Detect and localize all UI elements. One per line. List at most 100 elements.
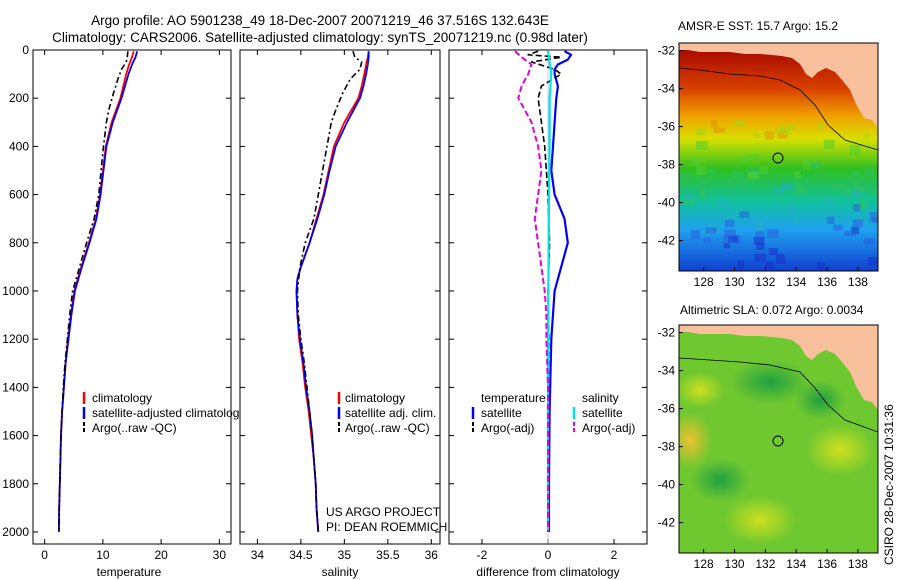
- figure-title-line-2: Climatology: CARS2006. Satellite-adjuste…: [52, 30, 588, 45]
- y-tick-label: 1400: [2, 380, 29, 394]
- credit-timestamp: CSIRO 28-Dec-2007 10:31:36: [882, 404, 896, 565]
- sst-pixel: [826, 216, 835, 224]
- sst-pixel: [718, 198, 725, 208]
- x-tick-label: 35.5: [376, 548, 400, 562]
- sst-pixel: [777, 131, 788, 139]
- sst-pixel: [862, 133, 870, 139]
- sst-pixel: [810, 161, 822, 169]
- map-y-tick-label: -36: [658, 120, 676, 134]
- sst-pixel: [867, 238, 875, 245]
- difference-x-label: difference from climatology: [476, 565, 619, 579]
- temperature-profile-panel: 0 10 20 30 0 200 400 600 800 1000 1200 1400 1600 180…: [2, 43, 245, 579]
- map-y-tick-label: -42: [658, 234, 676, 248]
- sst-pixel: [849, 144, 861, 155]
- project-pi: PI: DEAN ROEMMICH: [326, 520, 447, 534]
- sst-pixel: [773, 187, 784, 194]
- map-y-tick-label: -34: [658, 82, 676, 96]
- sst-pixel: [690, 158, 700, 166]
- map-x-tick-label: 128: [694, 557, 714, 571]
- sst-pixel: [696, 165, 707, 175]
- salinity-profile-panel: 34 34.5 35 35.5 36 salinity climatology sate…: [239, 49, 447, 579]
- difference-legend: temperature satellite Argo(-adj) salinit…: [471, 391, 635, 435]
- map-x-tick-label: 136: [817, 557, 837, 571]
- sst-map-y-ticks: -32 -34 -36 -38 -40 -42: [658, 44, 683, 248]
- temperature-legend: climatology satellite-adjusted climatolo…: [82, 391, 245, 435]
- legend-temperature-heading: temperature: [481, 391, 546, 405]
- sla-map-y-ticks: -32 -34 -36 -38 -40 -42: [658, 326, 683, 530]
- sla-positive-anomaly: [724, 496, 796, 544]
- y-tick-label: 400: [9, 139, 29, 153]
- sst-map-x-ticks: 128 130 132 134 136 138: [694, 267, 868, 289]
- x-tick-label: 2: [611, 548, 618, 562]
- sst-pixel: [765, 261, 775, 270]
- y-tick-label: 2000: [2, 525, 29, 539]
- map-y-tick-label: -40: [658, 478, 676, 492]
- legend-temp-argo-label: Argo(-adj): [481, 421, 534, 435]
- salinity-legend: climatology satellite adj. clim. Argo(..…: [337, 391, 436, 435]
- depth-y-ticks: 0 200 400 600 800 1000 1200 1400 1600 1800 2000: [2, 43, 231, 539]
- sst-pixel: [803, 159, 811, 170]
- sst-pixel: [774, 202, 783, 211]
- y-tick-label: 1200: [2, 332, 29, 346]
- sst-pixel: [695, 140, 708, 150]
- temperature-x-label: temperature: [97, 565, 162, 579]
- sst-pixel: [724, 229, 736, 238]
- map-x-tick-label: 138: [848, 557, 868, 571]
- sst-map-title: AMSR-E SST: 15.7 Argo: 15.2: [678, 19, 839, 33]
- sst-pixel: [733, 171, 744, 179]
- sst-pixel: [787, 123, 796, 130]
- map-y-tick-label: -32: [658, 44, 676, 58]
- sst-pixel: [857, 200, 868, 210]
- x-tick-label: 34.5: [289, 548, 313, 562]
- difference-profile-panel: -2 0 2 difference from climatology tempera…: [448, 49, 648, 579]
- sst-pixel: [768, 248, 778, 256]
- sst-pixel: [734, 120, 745, 127]
- sst-pixel: [707, 168, 716, 175]
- x-tick-label: 35: [338, 548, 352, 562]
- sst-pixel: [823, 198, 834, 205]
- sla-map-frame: [678, 324, 879, 554]
- sst-pixel: [756, 242, 765, 250]
- sst-pixel: [793, 217, 800, 223]
- sst-pixel: [703, 237, 711, 243]
- y-tick-label: 200: [9, 91, 29, 105]
- sst-pixel: [690, 229, 701, 240]
- australia-landmass: [679, 43, 878, 128]
- sla-argo-position-marker: [772, 435, 784, 447]
- temperature-x-ticks: 0 10 20 30: [41, 50, 226, 562]
- map-x-tick-label: 134: [786, 557, 806, 571]
- sst-pixel: [853, 204, 861, 212]
- sla-positive-anomaly: [679, 412, 712, 468]
- sst-pixel: [754, 254, 766, 262]
- sla-negative-anomaly: [794, 380, 846, 420]
- sst-pixel: [784, 127, 792, 136]
- map-y-tick-label: -40: [658, 196, 676, 210]
- sst-pixel: [859, 186, 868, 193]
- sst-pixel: [865, 168, 875, 176]
- map-x-tick-label: 130: [725, 275, 745, 289]
- y-tick-label: 1600: [2, 429, 29, 443]
- sla-map-title: Altimetric SLA: 0.072 Argo: 0.0034: [680, 303, 864, 317]
- sst-pixel: [817, 262, 826, 270]
- sst-pixel: [737, 260, 745, 269]
- sla-map-x-ticks: 128 130 132 134 136 138: [694, 549, 868, 571]
- sst-pixel: [794, 171, 801, 179]
- map-y-tick-label: -38: [658, 158, 676, 172]
- salinity-axes-box: [239, 49, 441, 545]
- sst-pixel: [852, 170, 860, 177]
- sst-pixel: [776, 254, 786, 264]
- sla-contour-line: [679, 357, 878, 433]
- sst-pixel: [796, 185, 806, 195]
- sst-pixel: [833, 224, 843, 231]
- map-y-tick-label: -32: [658, 326, 676, 340]
- x-tick-label: 10: [96, 548, 110, 562]
- sst-pixel: [699, 187, 706, 195]
- sst-pixel: [739, 211, 750, 218]
- sst-pixel: [842, 186, 851, 193]
- argo-salinity-line: [296, 50, 363, 533]
- sst-map-panel: 128 130 132 134 136 138 -32 -34 -36 -38 -40 -42: [658, 42, 879, 289]
- sst-pixel: [872, 187, 878, 195]
- sst-pixel: [700, 190, 707, 200]
- legend-sal-argo-label: Argo(-adj): [582, 421, 635, 435]
